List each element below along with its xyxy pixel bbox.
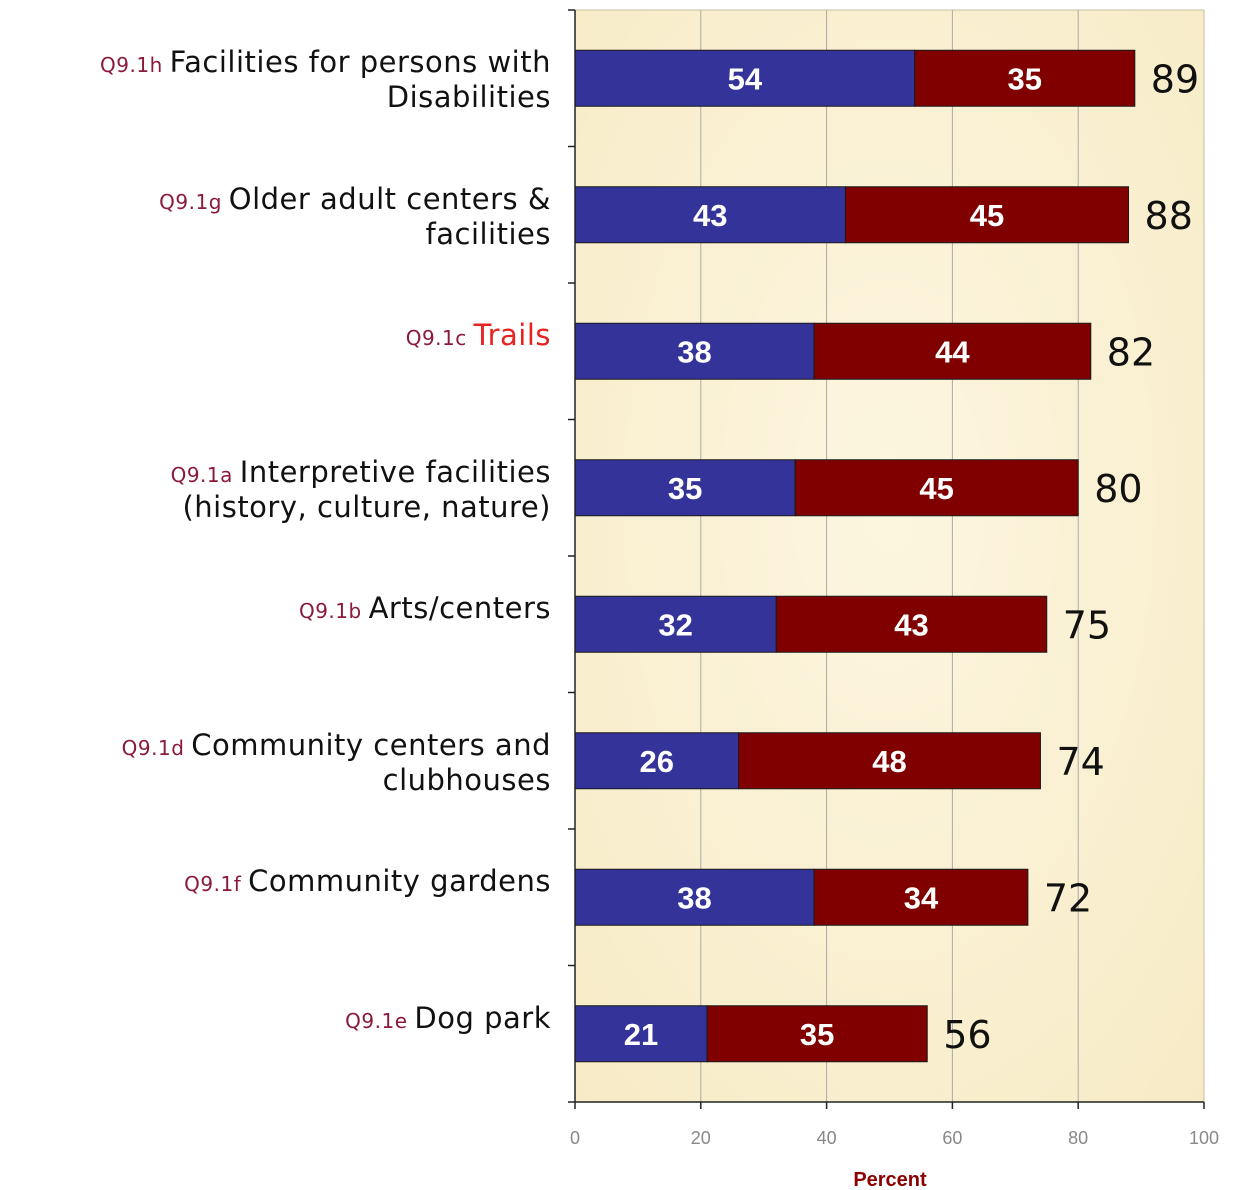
category-code: Q9.1b	[298, 599, 369, 624]
bar-total-label: 80	[1094, 467, 1142, 511]
bar-segment	[574, 732, 740, 790]
bar-value-label: 44	[935, 334, 970, 369]
bar-total-label: 75	[1063, 603, 1111, 647]
category-code: Q9.1g	[159, 189, 229, 214]
category-label: Q9.1f Community gardens	[184, 865, 551, 900]
bar-value-label: 26	[640, 744, 674, 779]
bar-segment	[574, 322, 815, 380]
category-label: Q9.1c Trails	[406, 319, 551, 354]
bar-value-label: 54	[728, 61, 763, 96]
category-name: Community centers and	[191, 727, 551, 762]
category-code: Q9.1a	[170, 462, 240, 487]
bar-segment	[738, 732, 1041, 790]
x-tick-label: 40	[817, 1128, 837, 1148]
bar-total-label: 56	[943, 1013, 991, 1057]
bar-value-label: 35	[668, 471, 702, 506]
category-code: Q9.1d	[121, 735, 192, 760]
category-name: Interpretive facilities	[239, 454, 551, 489]
category-code: Q9.1f	[184, 872, 249, 897]
category-name: Facilities for persons with	[169, 45, 551, 80]
x-axis-title: Percent	[853, 1169, 927, 1190]
bar-value-label: 38	[677, 334, 711, 369]
category-name: Community gardens	[248, 864, 551, 899]
bar-value-label: 48	[872, 744, 906, 779]
bar-value-label: 45	[970, 198, 1004, 233]
category-label: Q9.1d Community centers and clubhouses	[122, 729, 551, 796]
category-name: Trails	[473, 318, 551, 353]
x-tick-label: 100	[1189, 1128, 1219, 1148]
bar-total-label: 72	[1044, 876, 1092, 920]
bar-segment	[794, 459, 1079, 517]
bar-segment	[706, 1005, 928, 1063]
bar-total-label: 74	[1056, 740, 1104, 784]
category-name-line2: clubhouses	[382, 762, 551, 797]
bar-segment	[914, 49, 1136, 107]
axes	[568, 9, 1205, 1109]
category-code: Q9.1e	[345, 1008, 415, 1033]
x-tick-label: 20	[691, 1128, 711, 1148]
category-code: Q9.1h	[100, 53, 170, 78]
bar-total-label: 89	[1151, 57, 1199, 101]
category-label: Q9.1b Arts/centers	[299, 592, 551, 627]
category-name-line2: Disabilities	[386, 80, 551, 115]
bar-segment	[813, 868, 1029, 926]
bar-segment	[574, 49, 916, 107]
bar-total-label: 88	[1145, 194, 1193, 238]
bar-total-label: 82	[1107, 330, 1155, 374]
bar-value-label: 35	[800, 1017, 834, 1052]
x-tick-labels: 0 20 40 60 80 100	[570, 1128, 1219, 1148]
bar-value-label: 43	[693, 198, 727, 233]
bar-segment	[775, 595, 1048, 653]
category-label: Q9.1h Facilities for persons with Disabil…	[100, 46, 551, 113]
bar-segment	[574, 868, 815, 926]
x-tick-label: 0	[570, 1128, 580, 1148]
bar-value-label: 43	[894, 607, 928, 642]
category-label: Q9.1g Older adult centers & facilities	[159, 183, 551, 250]
bar-segment	[813, 322, 1092, 380]
x-tick-label: 80	[1068, 1128, 1088, 1148]
bar-value-label: 21	[624, 1017, 658, 1052]
category-name-line2: facilities	[425, 216, 551, 251]
bar-segment	[574, 186, 846, 244]
category-label: Q9.1a Interpretive facilities (history, c…	[171, 456, 551, 523]
plot-area	[574, 9, 1205, 1103]
bar-value-label: 34	[904, 880, 939, 915]
bar-segment	[574, 595, 777, 653]
category-label: Q9.1e Dog park	[345, 1002, 551, 1037]
bar-value-label: 35	[1007, 61, 1041, 96]
bar-value-label: 38	[677, 880, 711, 915]
bar-value-label: 32	[658, 607, 692, 642]
bar-segment	[844, 186, 1130, 244]
x-tick-label: 60	[942, 1128, 962, 1148]
bar-value-label: 45	[919, 471, 953, 506]
category-name: Older adult centers &	[228, 181, 551, 216]
bar-segment	[574, 1005, 708, 1063]
category-code: Q9.1c	[405, 326, 474, 351]
category-name: Dog park	[414, 1000, 551, 1035]
bars: 54 35 89 43 45 88 38 44 82 35 45 80 32 43 75 26 48 74 38 34…	[574, 49, 1199, 1063]
category-name-line2: (history, culture, nature)	[182, 489, 551, 524]
category-name: Arts/centers	[368, 591, 551, 626]
